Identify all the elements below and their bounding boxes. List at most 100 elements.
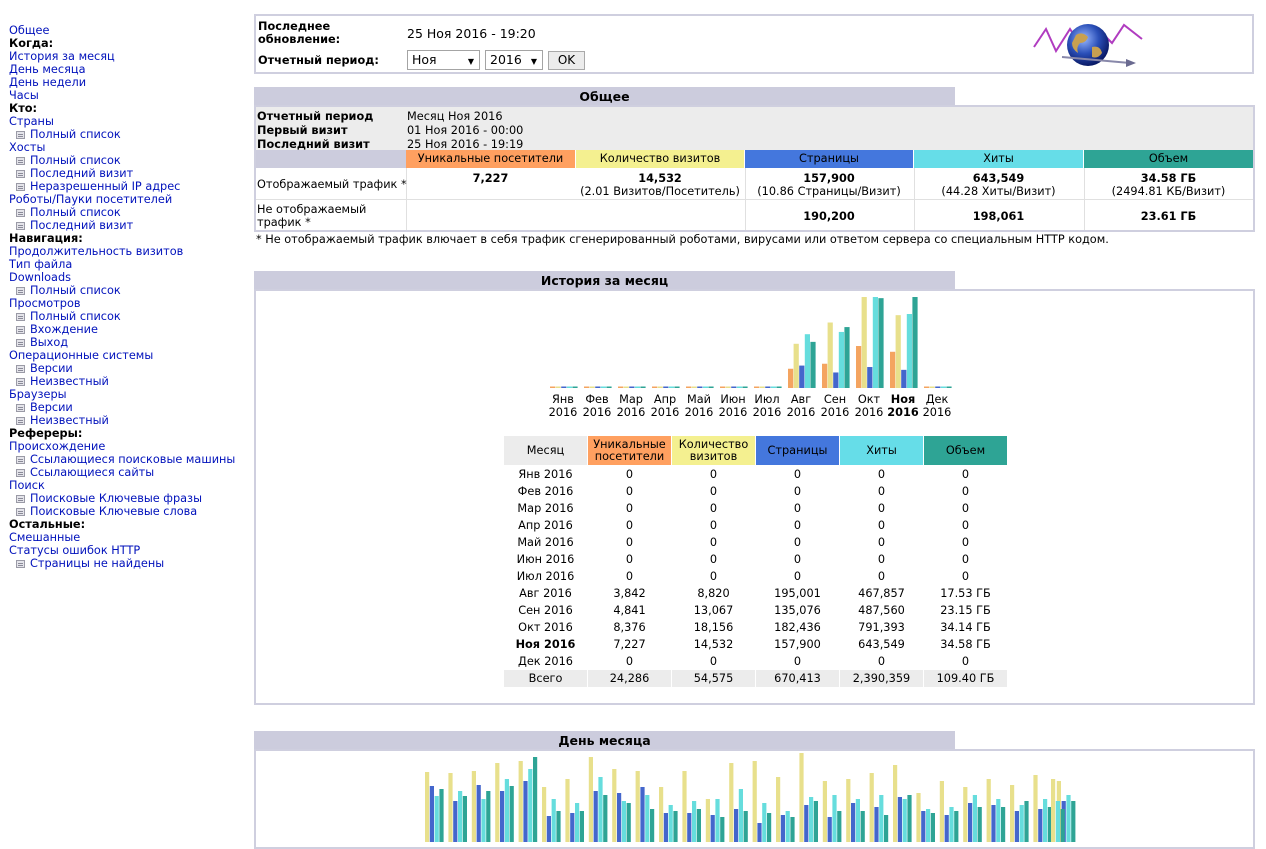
day-bar [869,773,874,842]
menu-os-unknown[interactable]: Неизвестный [30,375,109,388]
value-cell: 0 [877,553,886,566]
bar-3-3 [629,386,635,388]
list-icon [16,170,25,178]
value-cell: 0 [961,570,970,583]
menu-countries-full[interactable]: Полный список [30,128,121,141]
value-cell: 791,393 [858,621,905,634]
bar-1-1 [550,386,556,388]
menu-ref-sites[interactable]: Ссылающиеся сайты [30,466,155,479]
menu-hosts-full[interactable]: Полный список [30,154,121,167]
menu-general[interactable]: Общее [9,24,50,37]
menu-hours[interactable]: Часы [9,89,39,102]
menu-robots-full[interactable]: Полный список [30,206,121,219]
sidebar-menu: Общее Когда: История за месяц День месяц… [9,24,249,570]
awstats-logo [1033,23,1143,67]
bar-4-2 [657,386,663,388]
day-bar [705,799,710,842]
menu-hosts-last-visit[interactable]: Последний визит [30,167,134,180]
menu-views-exit[interactable]: Выход [30,336,69,349]
total-hits: 2,390,359 [840,670,923,687]
menu-search-words[interactable]: Поисковые Ключевые слова [30,505,198,518]
menu-robots[interactable]: Роботы/Пауки посетителей [9,193,173,206]
viewed-visits-sub: (2.01 Визитов/Посетитель) [580,185,740,198]
menu-robots-last-visit[interactable]: Последний визит [30,219,134,232]
value-cell: 0 [709,519,718,532]
value-cell: 0 [709,468,718,481]
menu-pages-not-found[interactable]: Страницы не найдены [30,557,165,570]
menu-downloads[interactable]: Downloads [9,271,72,284]
period-label: Отчетный период: [258,54,379,67]
menu-hosts[interactable]: Хосты [9,141,46,154]
bar-12-3 [935,386,941,388]
value-cell: 8,376 [613,621,646,634]
bar-11-4 [906,314,912,388]
menu-day-of-week[interactable]: День недели [9,76,87,89]
bar-12-1 [924,386,930,388]
day-bar [1010,785,1015,842]
viewed-pages: 157,900 [803,172,855,185]
day-bar [640,787,645,842]
bar-8-1 [788,368,794,388]
year-select[interactable]: 2016 ▼ [485,50,543,70]
monthly-title: История за месяц [254,271,955,290]
value-cell: 7,227 [613,638,646,651]
ok-button[interactable]: OK [548,51,585,70]
chart-month-label: Окт 2016 [854,393,884,419]
month-cell: Фев 2016 [517,485,574,498]
bar-1-2 [555,386,561,388]
menu-section-others: Остальные: [9,518,86,531]
menu-misc[interactable]: Смешанные [9,531,81,544]
menu-ref-search-engines[interactable]: Ссылающиеся поисковые машины [30,453,236,466]
month-cell: Сен 2016 [518,604,573,617]
viewed-traffic-label: Отображаемый трафик * [257,178,407,191]
chevron-down-icon: ▼ [467,57,474,66]
menu-browsers-versions[interactable]: Версии [30,401,73,414]
menu-os[interactable]: Операционные системы [9,349,154,362]
menu-os-versions[interactable]: Версии [30,362,73,375]
menu-search-phrases[interactable]: Поисковые Ключевые фразы [30,492,202,505]
day-bar [425,772,430,842]
bar-9-3 [833,372,839,388]
menu-search[interactable]: Поиск [9,479,45,492]
list-icon [16,157,25,165]
menu-day-of-month[interactable]: День месяца [9,63,86,76]
day-bar [546,816,551,842]
value-cell: 0 [877,485,886,498]
menu-downloads-full[interactable]: Полный список [30,284,121,297]
menu-browsers-unknown[interactable]: Неизвестный [30,414,109,427]
daily-box [254,749,1255,849]
average-bar [1060,809,1065,842]
list-icon [16,131,25,139]
day-bar [851,803,856,842]
menu-visit-duration[interactable]: Продолжительность визитов [9,245,184,258]
day-bar [575,803,580,842]
menu-views-full[interactable]: Полный список [30,310,121,323]
menu-http-errors[interactable]: Статусы ошибок HTTP [9,544,141,557]
value-cell: 0 [709,655,718,668]
menu-origin[interactable]: Происхождение [9,440,106,453]
menu-monthly-history[interactable]: История за месяц [9,50,115,63]
menu-countries[interactable]: Страны [9,115,54,128]
bar-10-2 [861,297,867,388]
menu-browsers[interactable]: Браузеры [9,388,67,401]
day-bar [696,809,701,842]
menu-views-entry[interactable]: Вхождение [30,323,98,336]
day-bar [785,811,790,842]
day-bar [884,815,889,842]
menu-hosts-unresolved[interactable]: Неразрешенный IP адрес [30,180,181,193]
day-bar [659,787,664,842]
not-viewed-hits: 198,061 [972,210,1025,223]
menu-views[interactable]: Просмотров [9,297,81,310]
bar-2-3 [595,386,601,388]
value-cell: 0 [793,502,802,515]
value-cell: 3,842 [613,587,646,600]
menu-file-type[interactable]: Тип файла [9,258,73,271]
value-cell: 0 [877,655,886,668]
bar-12-2 [929,386,935,388]
day-bar [612,769,617,842]
month-select[interactable]: Ноя ▼ [407,50,480,70]
first-visit-value: 01 Ноя 2016 - 00:00 [407,124,524,137]
day-bar [963,787,968,842]
day-bar [930,813,935,842]
bar-5-4 [702,386,708,388]
